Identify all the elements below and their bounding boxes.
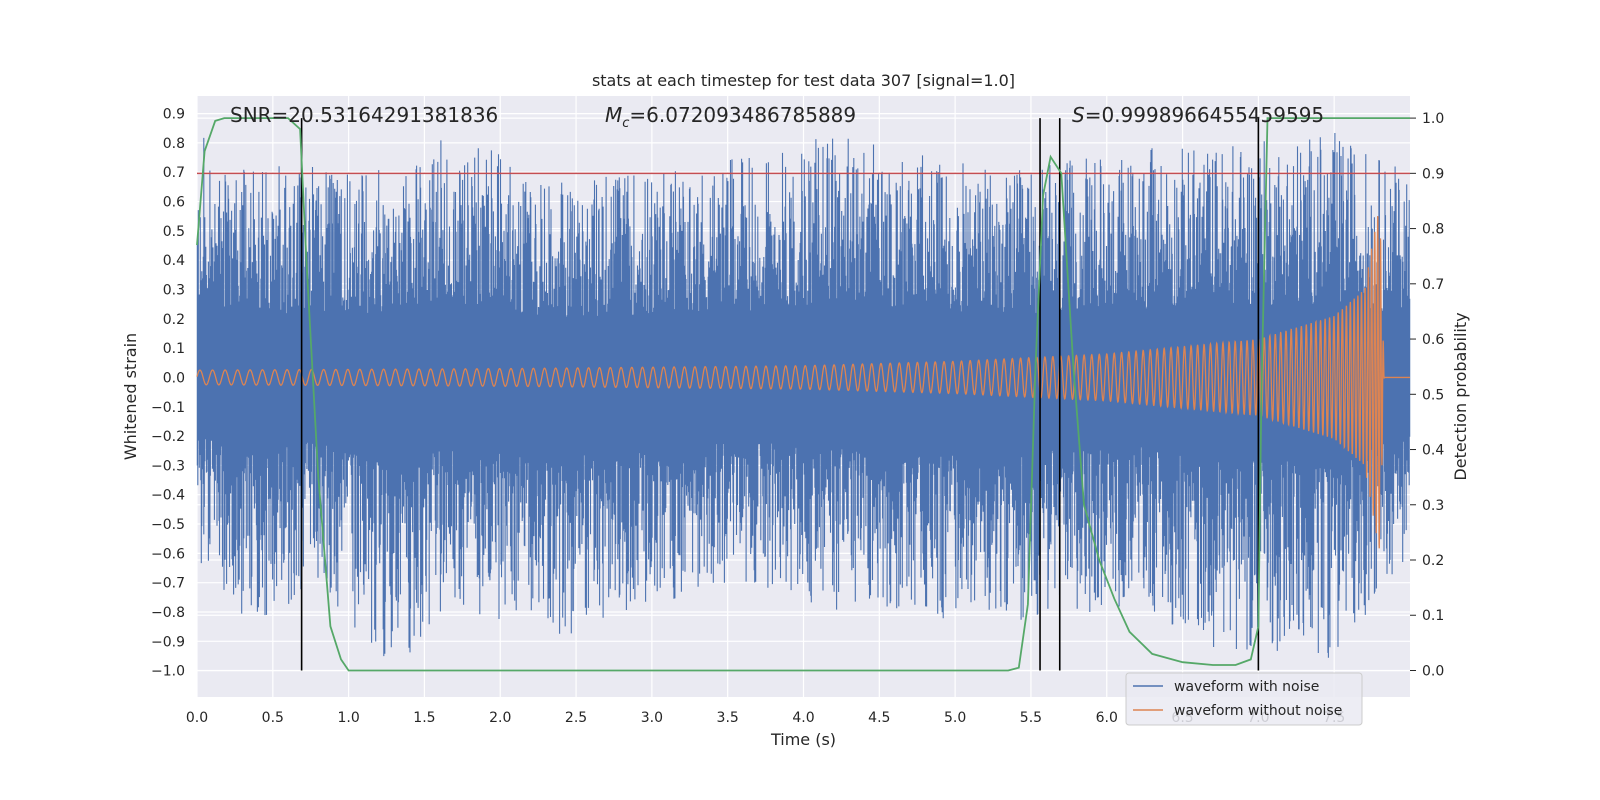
series-waveform-without-noise <box>196 215 1410 549</box>
y2-tick-label: 0.8 <box>1422 222 1444 238</box>
x-tick-label: 1.0 <box>337 710 359 726</box>
y-tick-label: 0.1 <box>163 341 185 357</box>
y-tick-label: 0.8 <box>163 136 185 152</box>
y2-tick-label: 0.2 <box>1422 553 1444 569</box>
y-tick-label: 0.3 <box>163 282 185 298</box>
y2-tick-label: 0.4 <box>1422 443 1444 459</box>
x-tick-label: 0.5 <box>262 710 284 726</box>
x-tick-label: 5.5 <box>1020 710 1042 726</box>
y-axis-label: Whitened strain <box>121 333 140 460</box>
overlay-layer <box>196 117 1410 672</box>
x-tick-label: 1.5 <box>413 710 435 726</box>
chirp-mass-annotation: Mc=6.072093486785889 <box>605 103 856 131</box>
series-detection-probability <box>196 117 1410 672</box>
s-symbol: S <box>1072 103 1085 127</box>
x-tick-label: 5.0 <box>944 710 966 726</box>
y2-axis-label: Detection probability <box>1451 312 1470 480</box>
y-tick-label: −1.0 <box>151 664 185 680</box>
y-tick-label: 0.7 <box>163 165 185 181</box>
y-tick-label: −0.2 <box>151 429 185 445</box>
y-tick-label: 0.4 <box>163 253 185 269</box>
data-layer <box>196 133 1411 658</box>
y-tick-label: −0.9 <box>151 634 185 650</box>
y2-tick-label: 1.0 <box>1422 111 1444 127</box>
x-tick-label: 2.0 <box>489 710 511 726</box>
x-tick-label: 4.0 <box>792 710 814 726</box>
y2-tick-label: 0.9 <box>1422 166 1444 182</box>
y-tick-label: −0.5 <box>151 517 185 533</box>
x-tick-label: 3.5 <box>717 710 739 726</box>
x-tick-label: 4.5 <box>868 710 890 726</box>
x-tick-label: 2.5 <box>565 710 587 726</box>
series-waveform-with-noise <box>196 133 1411 658</box>
chart-title: stats at each timestep for test data 307… <box>592 71 1015 90</box>
y-tick-label: 0.2 <box>163 312 185 328</box>
y2-tick-label: 0.6 <box>1422 332 1444 348</box>
y-tick-label: 0.9 <box>163 107 185 123</box>
y-tick-label: −0.3 <box>151 458 185 474</box>
mc-subscript: c <box>622 116 629 131</box>
mc-symbol: M <box>605 103 622 127</box>
x-axis-label: Time (s) <box>770 730 836 749</box>
legend-label-noisy: waveform with noise <box>1174 679 1319 695</box>
x-tick-label: 3.0 <box>641 710 663 726</box>
y-tick-label: −0.7 <box>151 576 185 592</box>
y2-tick-label: 0.5 <box>1422 387 1444 403</box>
y-tick-label: 0.6 <box>163 195 185 211</box>
x-tick-label: 0.0 <box>186 710 208 726</box>
legend-box <box>1125 672 1363 726</box>
y-tick-label: 0.0 <box>163 370 185 386</box>
s-value: =0.9998966455459595 <box>1085 103 1324 127</box>
legend-label-clean: waveform without noise <box>1174 703 1342 719</box>
y2-tick-label: 0.0 <box>1422 663 1444 679</box>
mc-value: =6.072093486785889 <box>629 103 856 127</box>
legend: waveform with noise waveform without noi… <box>1125 672 1363 726</box>
y-tick-label: 0.5 <box>163 224 185 240</box>
y-tick-label: −0.1 <box>151 400 185 416</box>
y2-tick-label: 0.1 <box>1422 608 1444 624</box>
axes: 0.00.51.01.52.02.53.03.54.04.55.05.56.06… <box>151 107 1444 726</box>
y-tick-label: −0.8 <box>151 605 185 621</box>
snr-annotation: SNR=20.53164291381836 <box>230 103 498 127</box>
y-tick-label: −0.6 <box>151 546 185 562</box>
x-tick-label: 6.0 <box>1096 710 1118 726</box>
y2-tick-label: 0.7 <box>1422 277 1444 293</box>
y2-tick-label: 0.3 <box>1422 498 1444 514</box>
y-tick-label: −0.4 <box>151 488 185 504</box>
score-annotation: S=0.9998966455459595 <box>1072 103 1324 127</box>
